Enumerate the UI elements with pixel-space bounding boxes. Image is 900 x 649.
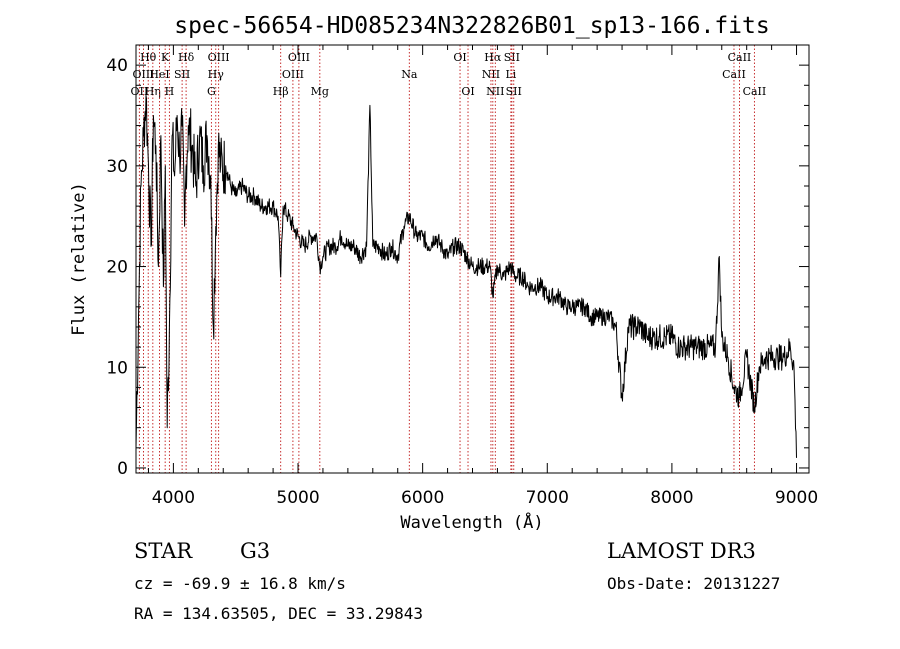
- line-marker-label: Hθ: [140, 51, 157, 64]
- line-marker-label: OIII: [132, 68, 154, 81]
- y-tick-label: 40: [106, 56, 128, 76]
- line-marker-label: SII: [506, 85, 522, 98]
- object-class: STAR: [134, 539, 193, 563]
- line-marker-label: Hγ: [208, 68, 225, 81]
- x-tick-label: 9000: [775, 488, 818, 508]
- y-tick-label: 10: [106, 358, 128, 378]
- line-marker-label: H: [165, 85, 175, 98]
- y-tick-label: 30: [106, 157, 128, 177]
- survey-name: LAMOST DR3: [607, 539, 756, 563]
- line-marker-label: NII: [486, 85, 504, 98]
- redshift-value: cz = -69.9 ± 16.8 km/s: [134, 574, 346, 593]
- object-subclass: G3: [240, 539, 271, 563]
- line-marker-label: Mg: [311, 85, 329, 98]
- line-marker-label: OIII: [208, 51, 230, 64]
- observation-date: Obs-Date: 20131227: [607, 574, 781, 593]
- spectrum-line: [135, 94, 797, 458]
- spectrum-series: [135, 94, 797, 458]
- line-marker-label: HeI: [149, 68, 169, 81]
- line-marker-label: Hα: [484, 51, 502, 64]
- line-marker-label: SII: [174, 68, 190, 81]
- x-tick-label: 5000: [276, 488, 319, 508]
- line-marker-label: NII: [482, 68, 500, 81]
- x-tick-label: 8000: [650, 488, 693, 508]
- line-marker-label: G: [207, 85, 216, 98]
- plot-frame: [135, 44, 810, 474]
- y-tick-label: 0: [117, 459, 128, 479]
- coordinates: RA = 134.63505, DEC = 33.29843: [134, 604, 423, 623]
- chart-title: spec-56654-HD085234N322826B01_sp13-166.f…: [174, 13, 769, 39]
- line-marker-label: Hη: [145, 85, 161, 98]
- line-marker-label: CaII: [728, 51, 752, 64]
- line-marker-label: Hβ: [273, 85, 289, 98]
- x-axis-label: Wavelength (Å): [400, 511, 543, 533]
- x-tick-label: 6000: [401, 488, 444, 508]
- line-marker-label: K: [161, 51, 170, 64]
- line-marker-label: Li: [505, 68, 516, 81]
- line-marker-label: OI: [461, 85, 474, 98]
- axes: 4000 5000 6000 7000 8000 9000 0 10 20 30 40: [106, 45, 818, 508]
- line-marker-label: SII: [504, 51, 520, 64]
- x-tick-label: 4000: [152, 488, 195, 508]
- line-marker-label: CaII: [743, 85, 767, 98]
- line-marker-label: OI: [453, 51, 466, 64]
- line-marker-label: Na: [401, 68, 418, 81]
- x-tick-label: 7000: [526, 488, 569, 508]
- y-tick-label: 20: [106, 258, 128, 278]
- line-marker-label: CaII: [722, 68, 746, 81]
- line-marker-label: OIII: [288, 51, 310, 64]
- line-marker-label: OIII: [282, 68, 304, 81]
- emission-line-markers: OIIHθOIIIHηHeIKHSIIHδGHγOIIIHβOIIIOIIIMg…: [131, 45, 767, 473]
- y-axis-label: Flux (relative): [69, 182, 89, 336]
- line-marker-label: Hδ: [178, 51, 195, 64]
